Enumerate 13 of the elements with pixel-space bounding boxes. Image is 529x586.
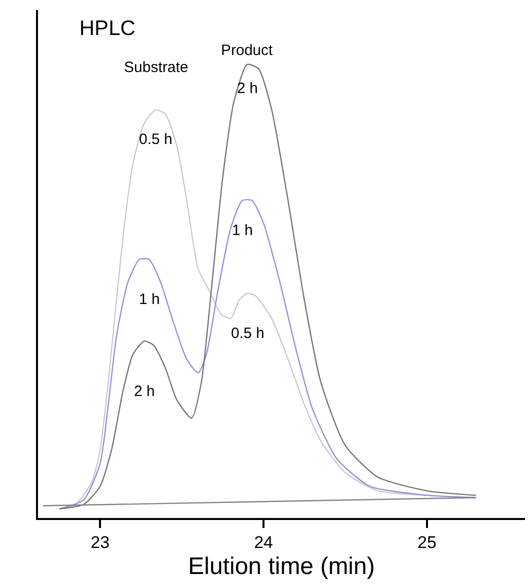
annotation: Substrate (124, 59, 188, 76)
annotation: 1 h (139, 291, 160, 308)
chart-title: HPLC (79, 17, 136, 40)
x-tick-label: 25 (417, 533, 436, 552)
annotation: 2 h (237, 80, 258, 97)
annotation: 0.5 h (231, 325, 264, 342)
annotation: Product (221, 42, 274, 59)
x-tick-label: 24 (254, 533, 273, 552)
annotation: 1 h (232, 222, 253, 239)
annotation: 2 h (134, 383, 155, 400)
annotation: 0.5 h (139, 131, 172, 148)
x-axis-title: Elution time (min) (188, 552, 375, 580)
x-tick-label: 23 (90, 533, 110, 552)
